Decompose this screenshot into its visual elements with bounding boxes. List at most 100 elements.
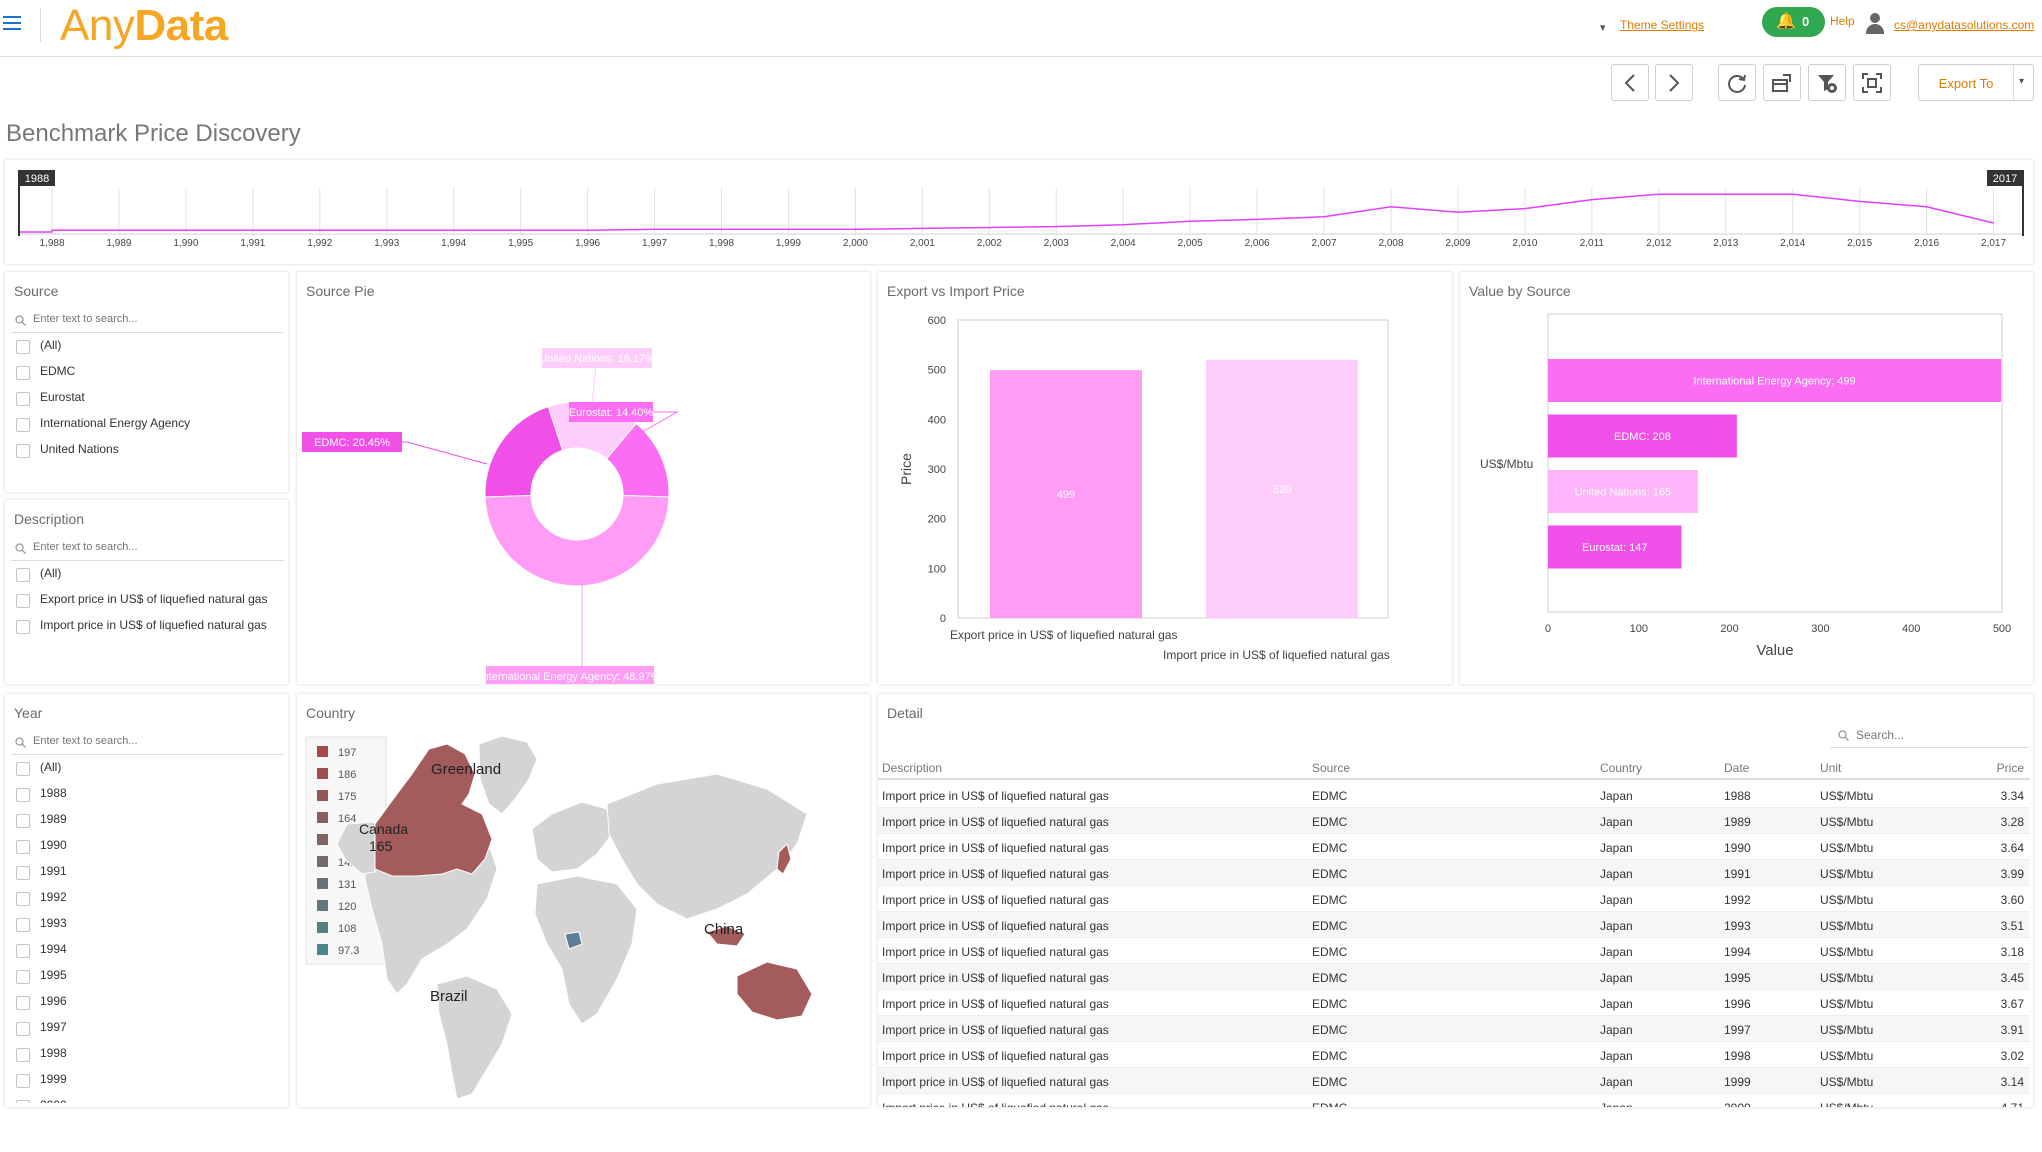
southeast-asia-shape[interactable]: [706, 925, 746, 947]
checkbox[interactable]: [16, 1048, 30, 1062]
user-email-link[interactable]: cs@anydatasolutions.com: [1894, 18, 2035, 32]
timeline-range-selector[interactable]: 1,988 1,989 1,990 1,991 1,992 1,993 1,994 1,995…: [5, 160, 2033, 264]
checkbox[interactable]: [16, 840, 30, 854]
help-link[interactable]: Help: [1830, 14, 1855, 28]
filter-option[interactable]: Eurostat: [11, 386, 284, 412]
checkbox[interactable]: [16, 366, 30, 380]
filter-option[interactable]: 1994: [11, 938, 284, 964]
checkbox[interactable]: [16, 970, 30, 984]
table-row[interactable]: Import price in US$ of liquefied natural…: [878, 1016, 2030, 1042]
table-row[interactable]: Import price in US$ of liquefied natural…: [878, 886, 2030, 912]
australia-shape[interactable]: [736, 961, 813, 1021]
bar[interactable]: [1548, 359, 2002, 402]
filter-option[interactable]: (All): [11, 334, 284, 360]
checkbox[interactable]: [16, 944, 30, 958]
table-row[interactable]: Import price in US$ of liquefied natural…: [878, 912, 2030, 938]
checkbox[interactable]: [16, 814, 30, 828]
checkbox[interactable]: [16, 1074, 30, 1088]
export-to-button[interactable]: Export To ▾: [1918, 64, 2034, 101]
checkbox[interactable]: [16, 594, 30, 608]
column-header[interactable]: Description: [882, 761, 943, 775]
hamburger-menu-icon[interactable]: [3, 16, 21, 32]
value-by-source-bar-chart[interactable]: 0 100 200 300 400 500 Value US$/Mbtu Internation…: [1460, 272, 2033, 684]
bar[interactable]: [990, 370, 1142, 618]
pie-slice[interactable]: [484, 405, 564, 498]
table-row[interactable]: Import price in US$ of liquefied natural…: [878, 860, 2030, 886]
filter-option[interactable]: 1991: [11, 860, 284, 886]
filter-option[interactable]: 2000: [11, 1094, 284, 1103]
filter-option[interactable]: 1993: [11, 912, 284, 938]
bar[interactable]: [1548, 470, 1698, 513]
filter-settings-button[interactable]: [1808, 64, 1846, 101]
filter-option[interactable]: EDMC: [11, 360, 284, 386]
filter-option[interactable]: 1997: [11, 1016, 284, 1042]
previous-button[interactable]: [1611, 64, 1649, 101]
table-row[interactable]: Import price in US$ of liquefied natural…: [878, 990, 2030, 1016]
checkbox[interactable]: [16, 392, 30, 406]
filter-option[interactable]: (All): [11, 562, 284, 588]
filter-option[interactable]: 1999: [11, 1068, 284, 1094]
column-header[interactable]: Unit: [1820, 761, 1842, 775]
checkbox[interactable]: [16, 1100, 30, 1103]
description-search-input[interactable]: [33, 541, 263, 553]
column-header[interactable]: Source: [1312, 761, 1351, 775]
checkbox[interactable]: [16, 918, 30, 932]
table-row[interactable]: Import price in US$ of liquefied natural…: [878, 1068, 2030, 1094]
next-button[interactable]: [1655, 64, 1693, 101]
canada-shape[interactable]: [372, 743, 493, 877]
column-header[interactable]: Date: [1724, 761, 1750, 775]
column-header[interactable]: Country: [1600, 761, 1643, 775]
alaska-shape[interactable]: [336, 821, 376, 875]
detail-search-input[interactable]: [1856, 728, 2016, 742]
table-row[interactable]: Import price in US$ of liquefied natural…: [878, 834, 2030, 860]
filter-option[interactable]: 1996: [11, 990, 284, 1016]
table-row[interactable]: Import price in US$ of liquefied natural…: [878, 938, 2030, 964]
filter-option[interactable]: 1998: [11, 1042, 284, 1068]
year-search[interactable]: [11, 733, 284, 755]
checkbox[interactable]: [16, 1022, 30, 1036]
filter-option[interactable]: 1990: [11, 834, 284, 860]
table-row[interactable]: Import price in US$ of liquefied natural…: [878, 808, 2030, 834]
filter-option[interactable]: Export price in US$ of liquefied natural…: [11, 588, 284, 614]
refresh-button[interactable]: [1718, 64, 1756, 101]
bar[interactable]: [1548, 414, 1737, 458]
filter-option[interactable]: United Nations: [11, 438, 284, 464]
checkbox[interactable]: [16, 340, 30, 354]
filter-option[interactable]: 1995: [11, 964, 284, 990]
checkbox[interactable]: [16, 568, 30, 582]
checkbox[interactable]: [16, 788, 30, 802]
greenland-shape[interactable]: [478, 735, 538, 815]
asia-shape[interactable]: [606, 773, 808, 920]
source-pie-chart[interactable]: International Energy Agency: 48.97% EDMC:…: [297, 272, 870, 684]
table-row[interactable]: Import price in US$ of liquefied natural…: [878, 1042, 2030, 1068]
user-icon[interactable]: [1866, 13, 1884, 35]
africa-shape[interactable]: [534, 875, 638, 1025]
fullscreen-button[interactable]: [1853, 64, 1891, 101]
checkbox[interactable]: [16, 762, 30, 776]
filter-option[interactable]: 1992: [11, 886, 284, 912]
checkbox[interactable]: [16, 892, 30, 906]
checkbox[interactable]: [16, 418, 30, 432]
table-row[interactable]: Import price in US$ of liquefied natural…: [878, 1094, 2030, 1107]
table-row[interactable]: Import price in US$ of liquefied natural…: [878, 782, 2030, 808]
range-start-badge[interactable]: [19, 170, 55, 186]
checkbox[interactable]: [16, 620, 30, 634]
pie-slice[interactable]: [484, 494, 670, 587]
export-data-button[interactable]: [1763, 64, 1801, 101]
notifications-button[interactable]: 🔔 0: [1762, 7, 1825, 37]
year-search-input[interactable]: [33, 735, 263, 747]
timeline-chart[interactable]: 1,988 1,989 1,990 1,991 1,992 1,993 1,994 1,995…: [5, 160, 2033, 264]
checkbox[interactable]: [16, 866, 30, 880]
filter-option[interactable]: 1989: [11, 808, 284, 834]
checkbox[interactable]: [16, 444, 30, 458]
filter-option[interactable]: Import price in US$ of liquefied natural…: [11, 614, 284, 640]
south-america-shape[interactable]: [436, 975, 513, 1100]
source-search-input[interactable]: [33, 313, 263, 325]
world-map[interactable]: 19718617516415314213112010897.3 Greenlan…: [297, 694, 870, 1107]
filter-option[interactable]: 1988: [11, 782, 284, 808]
source-search[interactable]: [11, 311, 284, 333]
filter-option[interactable]: (All): [11, 756, 284, 782]
export-import-bar-chart[interactable]: 0 100 200 300 400 500 600 Price 499 520 Export pri…: [878, 272, 1452, 684]
japan-shape[interactable]: [776, 843, 792, 875]
range-end-badge[interactable]: [1987, 170, 2023, 186]
